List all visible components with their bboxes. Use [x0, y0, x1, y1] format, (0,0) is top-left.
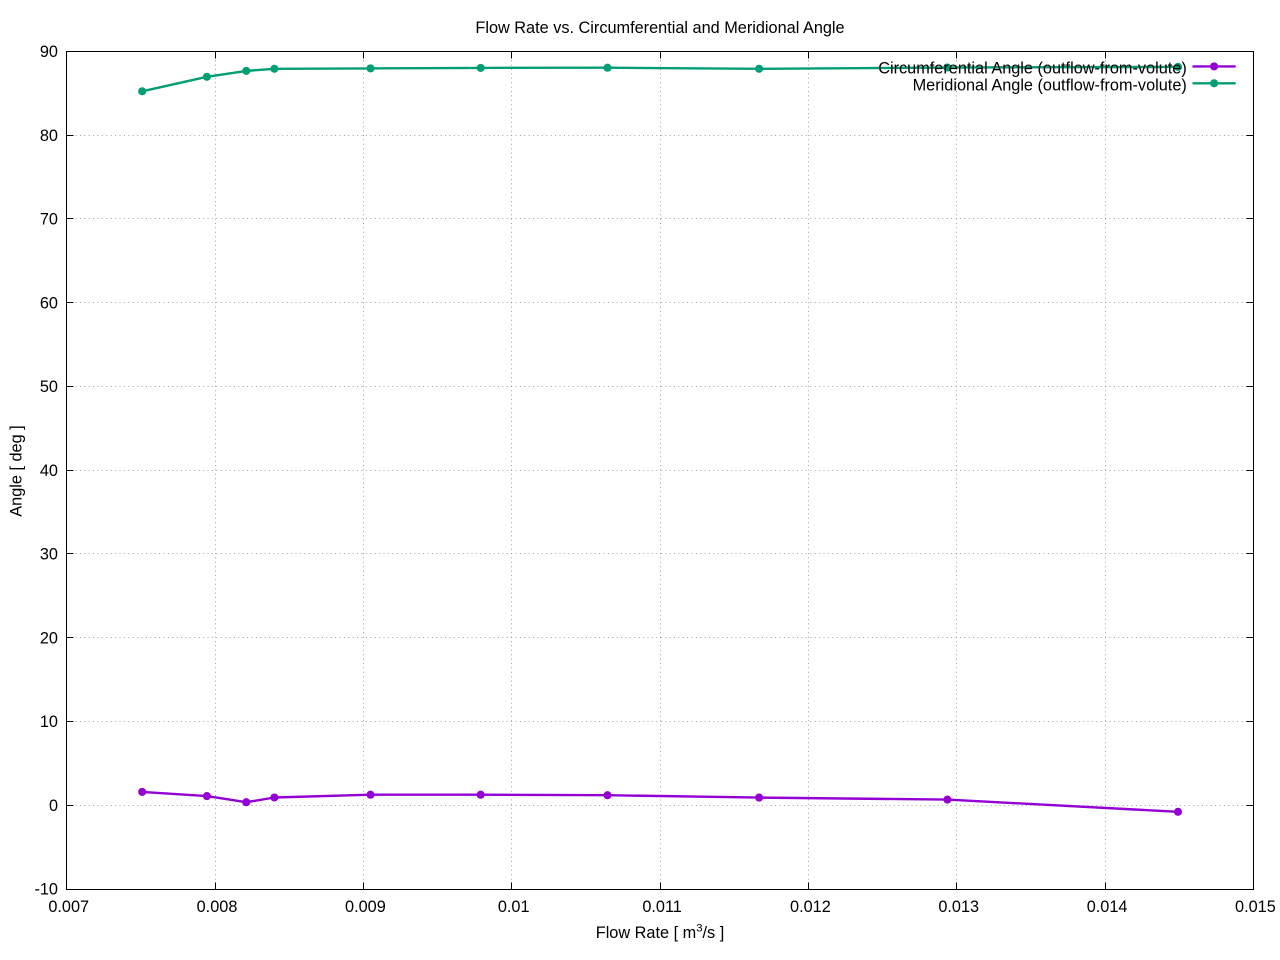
- svg-text:0.01: 0.01: [498, 898, 530, 916]
- svg-text:Angle [ deg ]: Angle [ deg ]: [7, 425, 25, 516]
- svg-text:0.015: 0.015: [1235, 898, 1276, 916]
- svg-text:0.013: 0.013: [938, 898, 979, 916]
- svg-text:Circumferential Angle (outflow: Circumferential Angle (outflow-from-volu…: [878, 60, 1187, 78]
- svg-text:40: 40: [40, 462, 58, 480]
- svg-text:90: 90: [40, 43, 58, 61]
- svg-text:30: 30: [40, 546, 58, 564]
- svg-text:0: 0: [49, 797, 58, 815]
- svg-text:0.008: 0.008: [197, 898, 238, 916]
- svg-text:-10: -10: [34, 881, 58, 899]
- svg-text:50: 50: [40, 378, 58, 396]
- svg-text:70: 70: [40, 211, 58, 229]
- svg-text:80: 80: [40, 127, 58, 145]
- svg-text:20: 20: [40, 629, 58, 647]
- svg-text:10: 10: [40, 713, 58, 731]
- svg-text:0.009: 0.009: [345, 898, 386, 916]
- svg-text:Flow Rate vs. Circumferential: Flow Rate vs. Circumferential and Meridi…: [475, 19, 844, 37]
- svg-text:0.011: 0.011: [642, 898, 682, 916]
- svg-text:Meridional Angle (outflow-from: Meridional Angle (outflow-from-volute): [913, 76, 1187, 94]
- svg-text:0.014: 0.014: [1087, 898, 1128, 916]
- svg-text:60: 60: [40, 294, 58, 312]
- svg-text:0.012: 0.012: [790, 898, 831, 916]
- svg-text:0.007: 0.007: [48, 898, 89, 916]
- svg-text:Flow Rate [ m3/s ]: Flow Rate [ m3/s ]: [596, 922, 725, 942]
